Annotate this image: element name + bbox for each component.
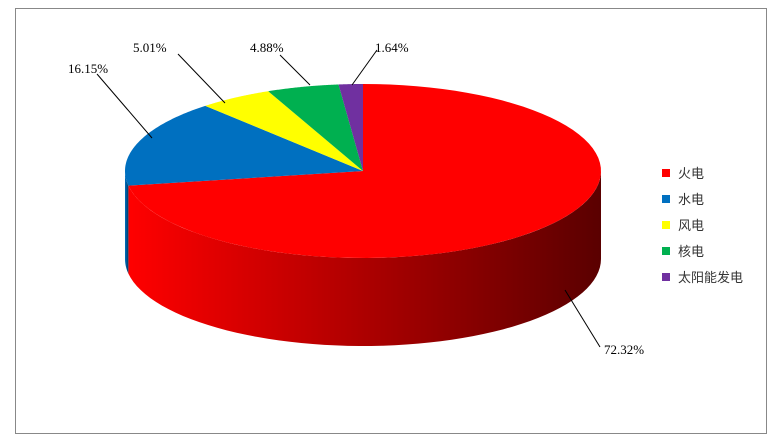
legend-swatch	[662, 247, 670, 255]
leader-line-1	[96, 73, 153, 139]
pie-side-0	[128, 171, 601, 346]
data-label: 5.01%	[133, 40, 167, 55]
data-label: 72.32%	[604, 342, 644, 357]
data-label: 1.64%	[375, 40, 409, 55]
legend-item: 风电	[678, 219, 704, 234]
leader-line-3	[279, 54, 311, 86]
data-label: 16.15%	[68, 61, 108, 76]
data-label: 4.88%	[250, 40, 284, 55]
legend-swatch	[662, 195, 670, 203]
pie-side-1	[125, 171, 129, 274]
pie-slice-2	[205, 91, 363, 171]
pie-slice-0	[128, 84, 601, 258]
legend-item: 太阳能发电	[678, 270, 743, 286]
chart-frame	[15, 8, 767, 434]
legend-swatch	[662, 221, 670, 229]
legend-item: 火电	[678, 167, 704, 182]
legend-swatch	[662, 273, 670, 281]
pie-slice-3	[268, 84, 363, 171]
leader-line-2	[177, 53, 226, 104]
legend-item: 核电	[678, 245, 704, 260]
pie-slice-1	[125, 105, 363, 186]
leader-line-0	[564, 289, 601, 348]
legend-item: 水电	[678, 193, 704, 208]
pie-slice-4	[338, 84, 363, 171]
leader-line-4	[351, 49, 378, 86]
legend-swatch	[662, 169, 670, 177]
